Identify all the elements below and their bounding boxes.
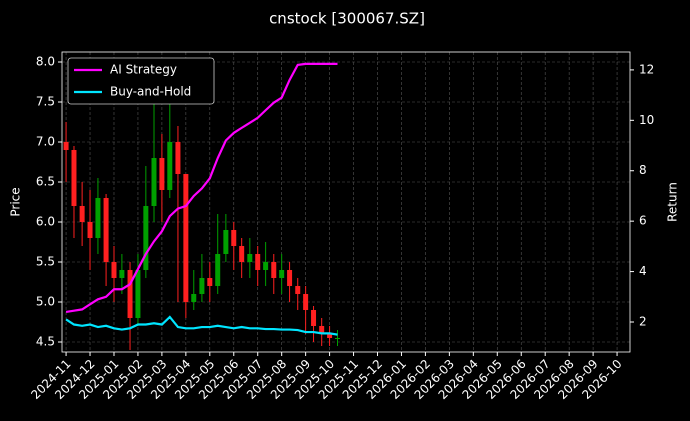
y-axis-label: Price	[9, 187, 23, 216]
candle-body	[127, 270, 133, 318]
candle-body	[143, 206, 149, 270]
candle-body	[135, 270, 141, 318]
candle-body	[247, 254, 253, 262]
y2-tick-label: 4	[639, 264, 647, 278]
candle-body	[103, 198, 109, 262]
y-tick-label: 4.5	[36, 335, 55, 349]
candle-body	[255, 254, 261, 270]
y-tick-label: 5.5	[36, 255, 55, 269]
legend-box	[67, 57, 215, 105]
candle-body	[175, 142, 181, 174]
candle-body	[279, 270, 285, 278]
candle-body	[79, 206, 85, 222]
candle-body	[199, 278, 205, 294]
candle-body	[271, 262, 277, 278]
candle-body	[63, 142, 69, 150]
y-tick-label: 7.0	[36, 135, 55, 149]
candle-body	[239, 246, 245, 262]
candle-body	[151, 158, 157, 206]
candle-body	[319, 326, 325, 334]
candle-body	[87, 222, 93, 238]
candle-body	[223, 230, 229, 254]
candle-body	[207, 278, 213, 286]
candle-body	[183, 174, 189, 302]
chart-title: cnstock [300067.SZ]	[269, 10, 425, 28]
legend-label: Buy-and-Hold	[110, 85, 191, 99]
y2-axis-label: Return	[666, 182, 680, 222]
y2-tick-label: 2	[639, 315, 647, 329]
y-tick-label: 6.0	[36, 215, 55, 229]
candle-body	[263, 262, 269, 270]
legend: AI Strategy Buy-and-Hold	[67, 57, 215, 105]
y2-tick-label: 10	[639, 113, 654, 127]
candle-body	[119, 270, 125, 278]
candle-body	[111, 262, 117, 278]
candle-body	[95, 198, 101, 238]
candle-body	[303, 294, 309, 310]
candle-body	[215, 254, 221, 286]
y-tick-label: 5.0	[36, 295, 55, 309]
candle-body	[191, 294, 197, 302]
legend-label: AI Strategy	[110, 63, 177, 77]
y-tick-label: 6.5	[36, 175, 55, 189]
candle-body	[167, 142, 173, 190]
series-line	[65, 62, 338, 314]
candle-body	[311, 310, 317, 326]
candle-body	[295, 286, 301, 294]
y2-tick-label: 6	[639, 214, 647, 228]
series-line	[65, 315, 338, 336]
y-tick-label: 7.5	[36, 95, 55, 109]
plot-frame	[61, 51, 631, 353]
candle-body	[334, 338, 340, 339]
candle-body	[327, 334, 333, 338]
candle-body	[231, 230, 237, 246]
y-tick-label: 8.0	[36, 55, 55, 69]
candle-body	[71, 150, 77, 206]
y2-tick-label: 12	[639, 62, 654, 76]
y2-tick-label: 8	[639, 163, 647, 177]
candle-body	[287, 270, 293, 286]
candle-body	[159, 158, 165, 190]
